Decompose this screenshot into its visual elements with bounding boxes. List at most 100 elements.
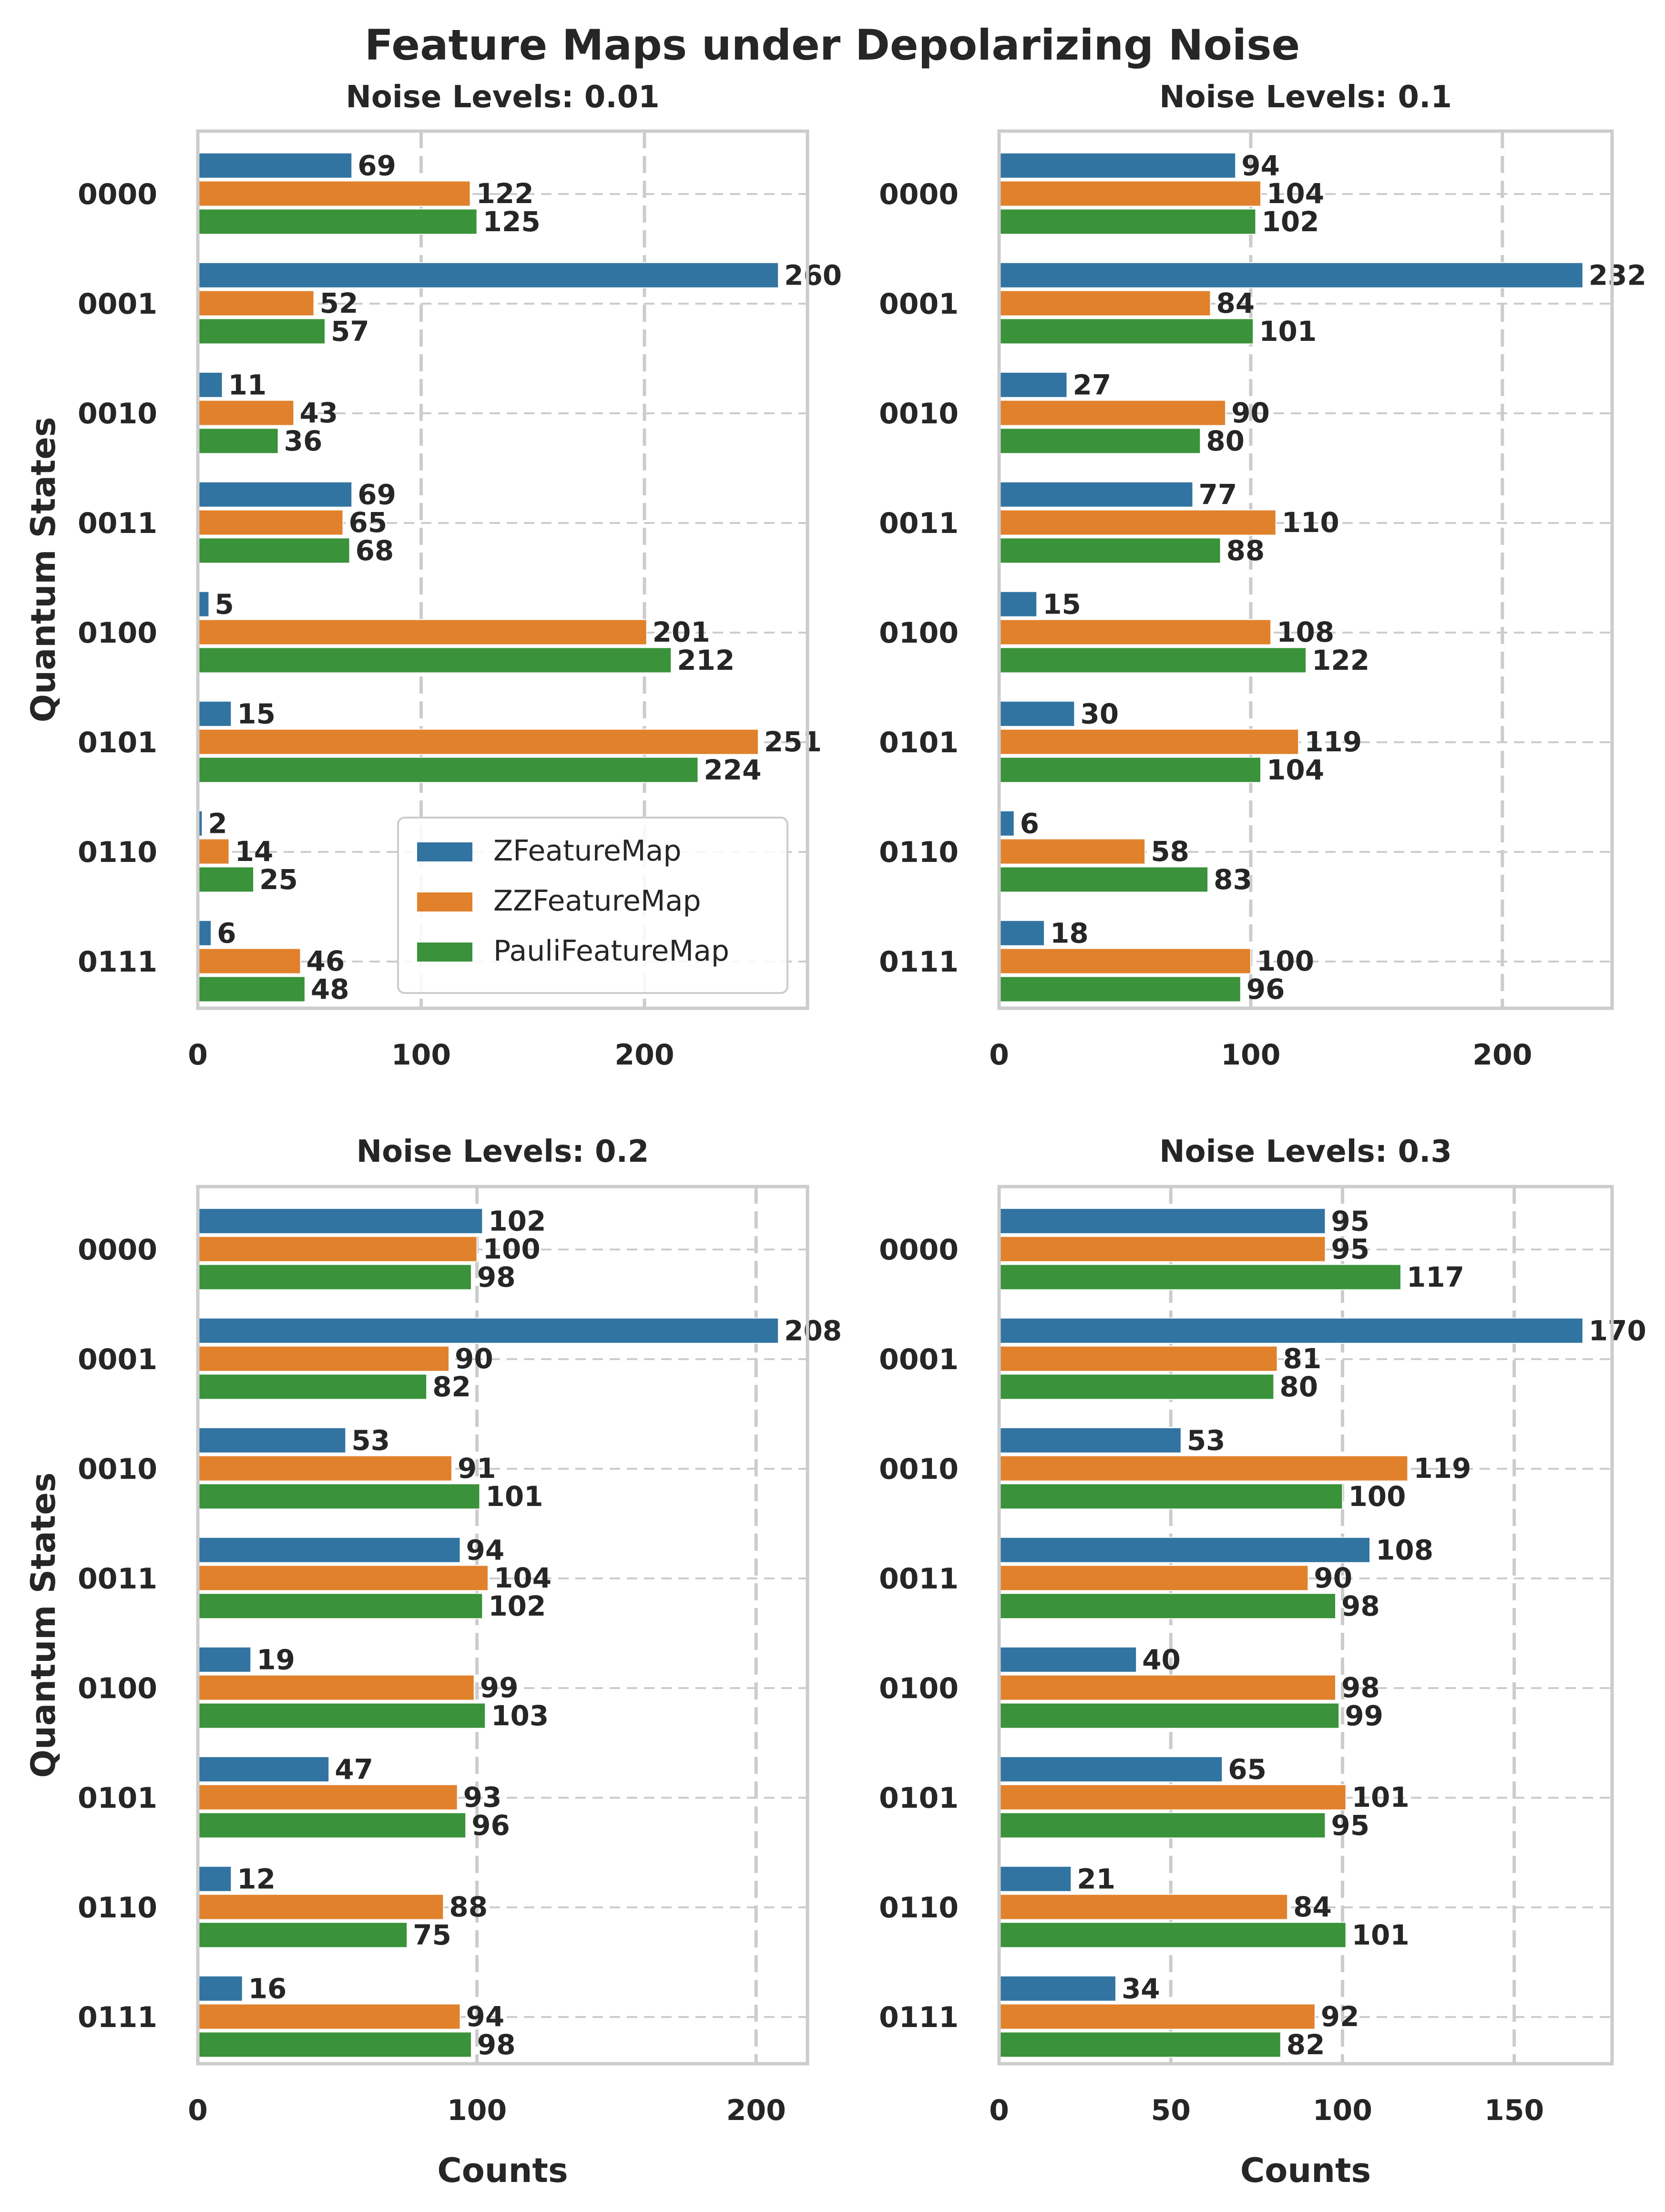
x-tick-label: 0 xyxy=(989,1038,1009,1072)
bar-value-label: 82 xyxy=(1287,2028,1325,2061)
bar-PauliFeatureMap-0000 xyxy=(197,1264,472,1290)
bar-value-label: 69 xyxy=(358,149,396,182)
bar-ZFeatureMap-0011 xyxy=(999,1536,1371,1563)
bar-ZFeatureMap-0111 xyxy=(999,1975,1116,2002)
bar-value-label: 93 xyxy=(463,1781,502,1813)
bar-ZFeatureMap-0011 xyxy=(197,1536,461,1563)
bar-ZFeatureMap-0101 xyxy=(197,1756,330,1782)
y-tick-label: 0100 xyxy=(78,1672,157,1705)
bar-ZFeatureMap-0001 xyxy=(999,262,1583,288)
bar-value-label: 101 xyxy=(1352,1919,1410,1951)
bar-value-label: 101 xyxy=(485,1480,543,1513)
bar-PauliFeatureMap-0110 xyxy=(197,1922,408,1948)
x-tick-label: 200 xyxy=(726,2094,786,2127)
bar-ZZFeatureMap-0000 xyxy=(197,1236,478,1262)
bar-value-label: 95 xyxy=(1331,1233,1369,1265)
bar-ZFeatureMap-0001 xyxy=(197,262,779,288)
bar-PauliFeatureMap-0011 xyxy=(197,1593,483,1619)
y-tick-label: 0100 xyxy=(879,616,959,650)
y-tick-label: 0111 xyxy=(78,945,157,979)
x-tick-label: 0 xyxy=(989,2094,1009,2127)
bar-ZFeatureMap-0100 xyxy=(197,591,210,617)
bar-value-label: 15 xyxy=(1042,588,1081,620)
y-tick-label: 0001 xyxy=(78,287,157,321)
bar-value-label: 96 xyxy=(1246,973,1285,1005)
bar-value-label: 11 xyxy=(228,369,267,401)
bar-ZZFeatureMap-0111 xyxy=(197,2003,461,2030)
bar-ZFeatureMap-0010 xyxy=(999,1427,1182,1454)
bar-ZZFeatureMap-0000 xyxy=(197,180,471,207)
bar-value-label: 65 xyxy=(349,506,388,539)
bar-value-label: 90 xyxy=(455,1342,493,1375)
bar-ZFeatureMap-0011 xyxy=(197,481,353,508)
bar-value-label: 90 xyxy=(1231,397,1270,429)
bar-ZFeatureMap-0101 xyxy=(197,700,232,727)
y-tick-label: 0111 xyxy=(879,2001,959,2034)
y-tick-label: 0010 xyxy=(78,1453,157,1486)
bar-ZFeatureMap-0001 xyxy=(197,1317,779,1344)
bar-value-label: 88 xyxy=(449,1891,488,1923)
bar-value-label: 77 xyxy=(1198,478,1237,511)
panel-title: Noise Levels: 0.1 xyxy=(1159,80,1452,115)
bar-value-label: 81 xyxy=(1283,1342,1322,1375)
y-tick-label: 0011 xyxy=(879,1562,959,1596)
bar-ZZFeatureMap-0001 xyxy=(197,290,315,317)
bar-ZZFeatureMap-0100 xyxy=(999,619,1272,645)
bar-PauliFeatureMap-0100 xyxy=(999,1702,1340,1729)
bar-value-label: 208 xyxy=(784,1314,842,1347)
bar-value-label: 30 xyxy=(1080,697,1119,730)
y-tick-label: 0010 xyxy=(879,397,959,430)
bar-ZZFeatureMap-0110 xyxy=(197,1894,444,1920)
bar-value-label: 43 xyxy=(299,397,338,429)
bar-PauliFeatureMap-0000 xyxy=(999,208,1256,235)
bar-ZZFeatureMap-0110 xyxy=(999,1894,1288,1920)
bar-ZFeatureMap-0000 xyxy=(999,152,1236,179)
y-tick-label: 0101 xyxy=(879,726,959,759)
bar-ZZFeatureMap-0101 xyxy=(197,1784,458,1811)
bar-value-label: 98 xyxy=(477,1261,516,1293)
bar-PauliFeatureMap-0111 xyxy=(999,976,1241,1003)
bar-value-label: 48 xyxy=(311,973,349,1005)
bar-value-label: 101 xyxy=(1259,315,1317,348)
bar-ZZFeatureMap-0011 xyxy=(197,1565,489,1591)
bar-ZFeatureMap-0111 xyxy=(999,920,1045,946)
bar-value-label: 83 xyxy=(1214,863,1252,896)
bar-value-label: 170 xyxy=(1589,1314,1646,1347)
bar-value-label: 201 xyxy=(653,616,710,648)
panel-title: Noise Levels: 0.3 xyxy=(1159,1134,1452,1169)
bar-ZZFeatureMap-0000 xyxy=(999,180,1262,207)
x-axis-label: Counts xyxy=(437,2151,568,2190)
bar-PauliFeatureMap-0001 xyxy=(197,318,326,345)
y-tick-label: 0110 xyxy=(879,1891,959,1925)
bar-value-label: 47 xyxy=(335,1753,373,1785)
bar-value-label: 2 xyxy=(208,807,227,840)
bar-ZZFeatureMap-0111 xyxy=(999,2003,1316,2030)
x-tick-label: 100 xyxy=(1313,2094,1372,2127)
bar-value-label: 46 xyxy=(306,945,345,977)
bar-ZFeatureMap-0000 xyxy=(197,152,353,179)
y-tick-label: 0001 xyxy=(78,1343,157,1376)
bar-PauliFeatureMap-0001 xyxy=(197,1373,428,1400)
y-tick-label: 0000 xyxy=(78,178,157,211)
bar-ZZFeatureMap-0100 xyxy=(197,619,647,645)
bar-PauliFeatureMap-0000 xyxy=(197,208,478,235)
bar-value-label: 95 xyxy=(1331,1205,1369,1237)
bar-value-label: 92 xyxy=(1321,2000,1359,2033)
bar-value-label: 84 xyxy=(1293,1891,1332,1923)
bar-PauliFeatureMap-0010 xyxy=(999,428,1201,454)
bar-value-label: 75 xyxy=(413,1919,451,1951)
bar-value-label: 80 xyxy=(1206,425,1245,457)
panel-1: Noise Levels: 0.01 69 260 11 69 5 15 2 6 122 52 43 6… xyxy=(24,80,842,1072)
bar-ZFeatureMap-0110 xyxy=(999,1865,1072,1892)
bar-value-label: 104 xyxy=(494,1562,552,1594)
bar-value-label: 95 xyxy=(1331,1809,1369,1842)
y-tick-label: 0111 xyxy=(78,2001,157,2034)
bar-value-label: 212 xyxy=(677,644,735,676)
bar-ZZFeatureMap-0110 xyxy=(999,838,1146,865)
bar-value-label: 99 xyxy=(480,1671,519,1704)
axes-frame xyxy=(196,1185,809,2066)
legend-label: ZZFeatureMap xyxy=(493,884,701,918)
bar-value-label: 94 xyxy=(466,1534,504,1566)
bar-value-label: 104 xyxy=(1267,754,1324,786)
bar-value-label: 65 xyxy=(1228,1753,1267,1785)
